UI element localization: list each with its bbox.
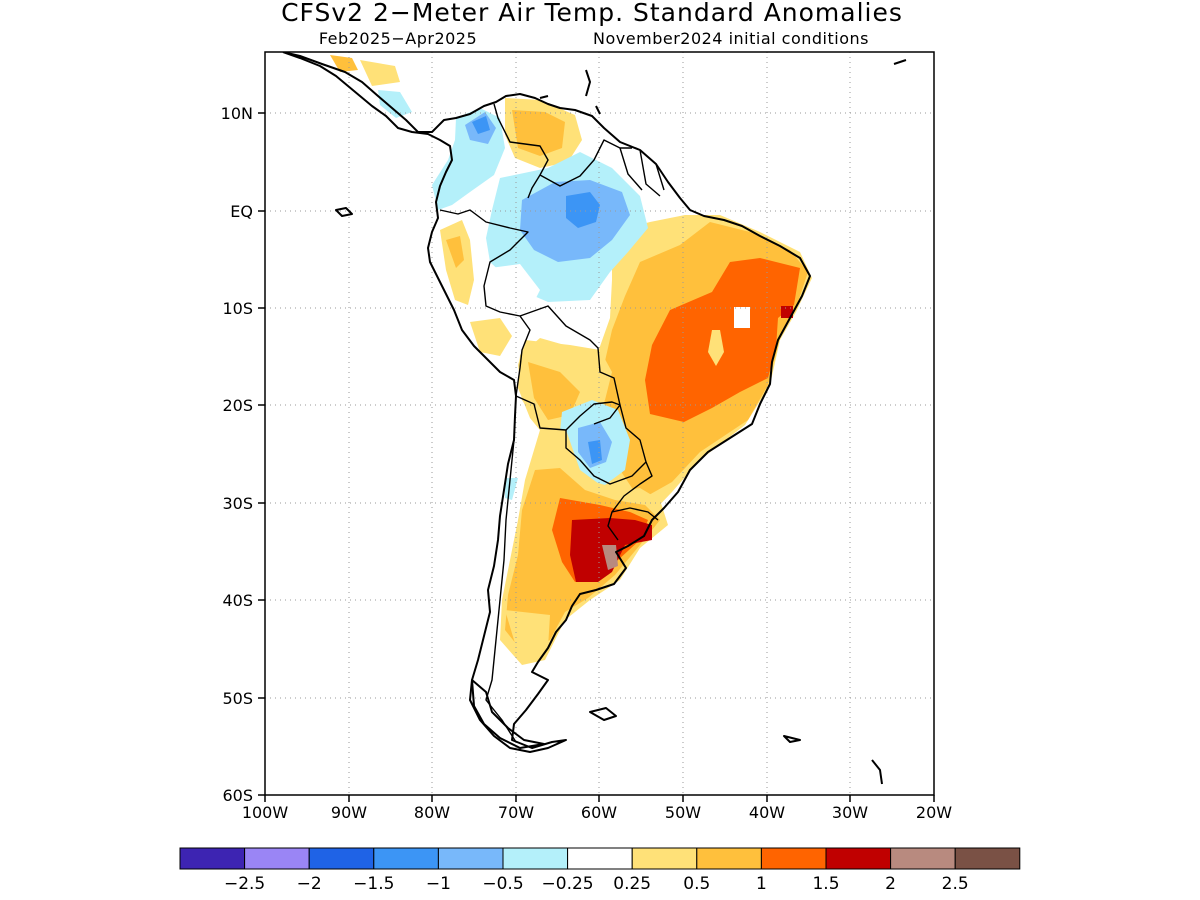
border-colombia-ecuador-peru (439, 209, 529, 317)
colorbar-swatch (696, 847, 762, 870)
shade-peru-yellow (470, 318, 512, 356)
anomaly-shading (330, 55, 812, 665)
y-tick-label: 20S (222, 396, 253, 415)
y-tick-label: 40S (222, 591, 253, 610)
coastlines (282, 52, 907, 785)
colorbar (179, 847, 1021, 870)
y-tick-label: 60S (222, 786, 253, 805)
border-bolivia-brazil (519, 305, 621, 425)
border-peru-brazil-bolivia (515, 315, 531, 397)
caribbean-islands-coast (539, 59, 907, 115)
south-america-coastline (282, 52, 811, 753)
colorbar-swatch (244, 847, 310, 870)
colorbar-labels: −2.5 −2 −1.5 −1 −0.5 −0.25 0.25 0.5 1 1.… (224, 874, 969, 894)
country-borders (439, 103, 665, 743)
colorbar-label: 1 (756, 874, 767, 894)
border-uruguay-brazil (611, 507, 659, 521)
shade-argentina-brown (602, 545, 618, 570)
colorbar-swatch (890, 847, 956, 870)
colorbar-swatch (308, 847, 375, 870)
falklands-coast (589, 707, 617, 721)
x-tick-labels: 100W 90W 80W 70W 60W 50W 40W 30W 20W (242, 803, 952, 822)
colorbar-label: −1 (426, 874, 451, 894)
colorbar-swatch (825, 847, 892, 870)
colorbar-label: −0.25 (542, 874, 594, 894)
south-sandwich-coast (871, 759, 883, 785)
colorbar-swatch (760, 847, 827, 870)
colorbar-swatch (373, 847, 439, 870)
forecast-period: Feb2025−Apr2025 (319, 29, 477, 48)
colorbar-swatch (437, 847, 504, 870)
colorbar-label: 2 (885, 874, 896, 894)
shade-ne-brazil-darkred (781, 306, 793, 318)
axis-ticks (258, 112, 935, 802)
x-tick-label: 40W (749, 803, 785, 822)
colorbar-label: −2.5 (224, 874, 265, 894)
figure-title: CFSv2 2−Meter Air Temp. Standard Anomali… (281, 0, 903, 27)
colorbar-label: −1.5 (353, 874, 394, 894)
x-tick-label: 80W (414, 803, 450, 822)
x-tick-label: 70W (498, 803, 534, 822)
colorbar-label: −2 (297, 874, 322, 894)
x-tick-label: 30W (832, 803, 868, 822)
border-colombia-venezuela (493, 103, 549, 199)
border-guyanas (619, 147, 665, 197)
border-chile-argentina (485, 439, 517, 743)
x-tick-label: 90W (331, 803, 367, 822)
south-georgia-coast (783, 735, 801, 743)
shade-ecuador-orange (446, 236, 464, 268)
colorbar-label: 2.5 (942, 874, 969, 894)
colorbar-label: −0.5 (482, 874, 523, 894)
y-tick-label: 30S (222, 494, 253, 513)
colorbar-label: 0.25 (613, 874, 651, 894)
colorbar-swatch (567, 847, 633, 870)
y-tick-label: 10N (221, 104, 253, 123)
colorbar-label: 0.5 (683, 874, 710, 894)
shade-amazon-blue-core (566, 192, 600, 228)
shade-colombia-blue-2 (472, 116, 490, 134)
y-tick-label: 10S (222, 299, 253, 318)
y-tick-label: 50S (222, 689, 253, 708)
colorbar-swatch (179, 847, 246, 870)
shade-central-america-yellow (360, 60, 400, 86)
y-tick-label: EQ (230, 202, 253, 221)
border-argentina-brazil-uruguay (607, 461, 653, 541)
x-tick-label: 20W (916, 803, 952, 822)
x-tick-label: 50W (665, 803, 701, 822)
shade-brazil-light-spot (708, 330, 724, 366)
y-tick-labels: 10N EQ 10S 20S 30S 40S 50S 60S (221, 104, 253, 805)
shade-central-america-orange (330, 55, 358, 72)
galapagos-coast (335, 207, 353, 217)
colorbar-swatch (954, 847, 1021, 870)
x-tick-label: 100W (242, 803, 289, 822)
initial-conditions: November2024 initial conditions (593, 29, 869, 48)
shade-amazon-white-hole (484, 264, 540, 312)
border-bolivia-paraguay-argentina (515, 395, 621, 431)
shade-brazil-red-orange (645, 258, 800, 422)
border-paraguay-brazil-argentina (565, 404, 647, 485)
shade-panama-lightblue (378, 90, 412, 118)
x-tick-label: 60W (581, 803, 617, 822)
colorbar-swatch (631, 847, 698, 870)
plot-area (265, 52, 934, 795)
colorbar-label: 1.5 (812, 874, 839, 894)
colorbar-swatch (502, 847, 569, 870)
shade-brazil-white-patch (734, 307, 750, 328)
